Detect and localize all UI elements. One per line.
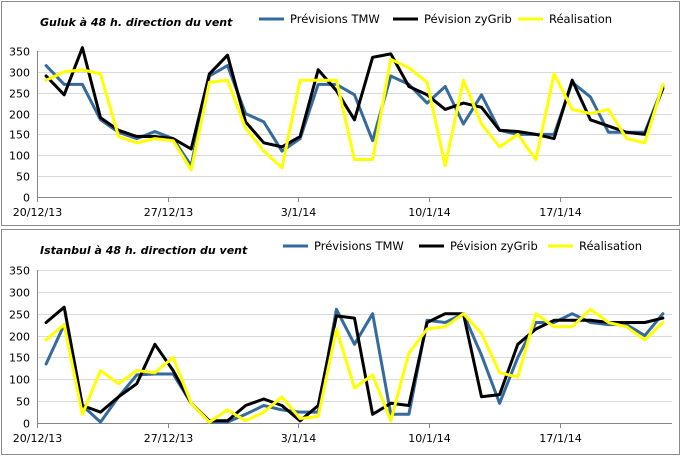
y-tick-label: 0: [23, 192, 30, 205]
y-tick-label: 350: [9, 265, 30, 278]
chart-title: Istanbul à 48 h. direction du vent: [40, 244, 248, 257]
series-line-3: [44, 307, 665, 424]
x-tick-label: 20/12/13: [13, 432, 62, 445]
y-tick-label: 250: [9, 88, 30, 101]
x-tick-label: 27/12/13: [144, 432, 193, 445]
x-tick-label: 3/1/14: [281, 206, 316, 219]
x-tick-label: 10/1/14: [408, 206, 450, 219]
legend-label: Réalisation: [579, 239, 642, 253]
y-tick-label: 200: [9, 331, 30, 344]
y-tick-label: 250: [9, 309, 30, 322]
y-tick-label: 350: [9, 46, 30, 59]
y-tick-label: 300: [9, 287, 30, 300]
y-tick-label: 100: [9, 374, 30, 387]
series-line-2: [44, 46, 665, 151]
y-tick-label: 50: [16, 171, 30, 184]
legend-label: Prévisions TMW: [314, 239, 404, 253]
y-tick-label: 0: [23, 418, 30, 431]
x-tick-label: 27/12/13: [144, 206, 193, 219]
y-tick-label: 150: [9, 129, 30, 142]
chart-frame: [1, 1, 680, 226]
x-tick-label: 3/1/14: [281, 432, 316, 445]
y-tick-label: 150: [9, 352, 30, 365]
x-tick-label: 20/12/13: [13, 206, 62, 219]
chart-panel-2: 0 50 100 150 200 250 300 350 20/12/13 27/12/13 3/1…: [1, 229, 680, 455]
y-tick-label: 300: [9, 67, 30, 80]
series-line-2: [44, 305, 665, 423]
legend-label: Pévision zyGrib: [424, 12, 512, 26]
x-tick-label: 10/1/14: [408, 432, 450, 445]
chart-panel-1: 0 50 100 150 200 250 300 350 20/12/13 27/12/13 3/1…: [1, 1, 680, 226]
chart-title: Guluk à 48 h. direction du vent: [40, 16, 233, 29]
legend-label: Pévision zyGrib: [450, 239, 538, 253]
legend-label: Prévisions TMW: [290, 12, 380, 26]
x-tick-label: 17/1/14: [539, 206, 581, 219]
series-line-3: [44, 57, 665, 172]
legend-label: Réalisation: [549, 12, 612, 26]
y-tick-label: 100: [9, 150, 30, 163]
y-tick-label: 50: [16, 396, 30, 409]
y-tick-label: 200: [9, 109, 30, 122]
x-tick-label: 17/1/14: [539, 432, 581, 445]
